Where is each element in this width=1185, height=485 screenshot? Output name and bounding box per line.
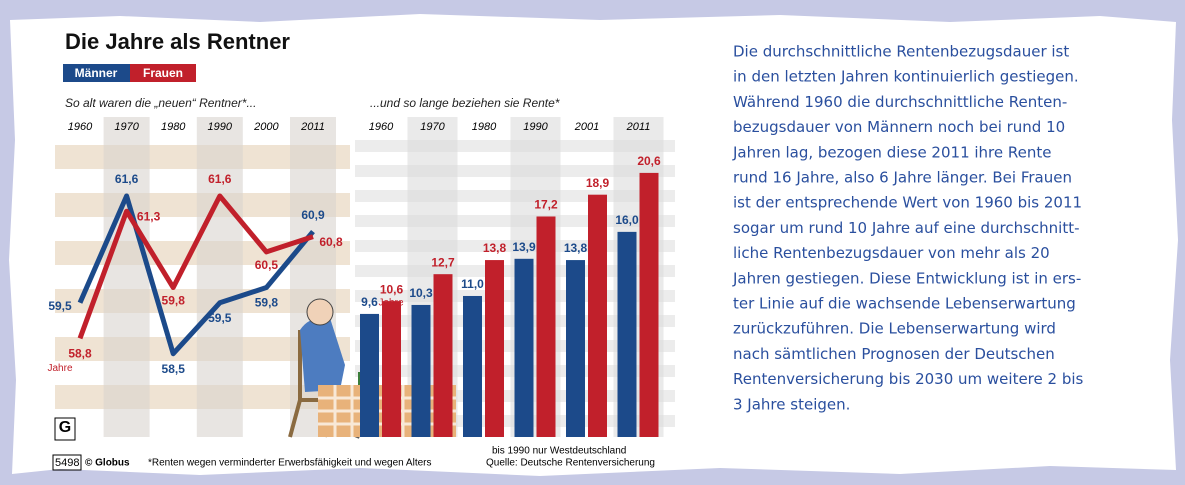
x-tick-label: 2000 <box>253 121 279 133</box>
article-text: Die durchschnittliche Rentenbezugsdauer … <box>732 43 1084 414</box>
x-tick-label: 1960 <box>369 121 394 133</box>
publisher: © Globus <box>85 458 130 469</box>
x-tick-label: 1990 <box>208 121 233 133</box>
x-tick-label: 1970 <box>420 121 445 133</box>
text-line: nach sämtlichen Prognosen der Deutschen <box>733 345 1055 363</box>
bar <box>640 173 659 437</box>
x-tick-label: 1970 <box>114 121 139 133</box>
source: Quelle: Deutsche Rentenversicherung <box>486 458 655 469</box>
logo-letter: G <box>59 419 71 436</box>
screen: Die Jahre als Rentner Männer Frauen So a… <box>0 0 1185 485</box>
text-line: ter Linie auf die wachsende Lebenserwart… <box>733 295 1076 313</box>
text-line: bezugsdauer von Männern noch bei rund 10 <box>733 118 1065 136</box>
data-label: 12,7 <box>431 255 455 269</box>
bar <box>515 259 534 437</box>
data-label: 60,9 <box>301 208 325 222</box>
text-line: in den letzten Jahren kontinuierlich ges… <box>733 68 1079 86</box>
x-tick-label: 2011 <box>300 121 325 133</box>
text-line: Während 1960 die durchschnittliche Rente… <box>733 93 1067 111</box>
text-line: 3 Jahre steigen. <box>733 395 850 413</box>
x-tick-label: 1980 <box>161 121 186 133</box>
text-line: Jahren lag, bezogen diese 2011 ihre Rent… <box>732 143 1051 161</box>
bar <box>618 232 637 437</box>
data-label: 60,5 <box>255 258 279 272</box>
bar <box>382 301 401 437</box>
page: Die Jahre als Rentner Männer Frauen So a… <box>0 0 1185 485</box>
column-band <box>104 117 150 437</box>
text-line: zurückzuführen. Die Lebenserwartung wird <box>733 320 1056 338</box>
data-label: 10,6 <box>380 282 404 296</box>
data-label: 11,0 <box>461 277 484 291</box>
bar <box>412 305 431 437</box>
text-line: Die durchschnittliche Rentenbezugsdauer … <box>733 43 1069 61</box>
bar <box>360 314 379 437</box>
x-tick-label: 1960 <box>68 121 93 133</box>
subtitle: So alt waren die „neuen“ Rentner*... <box>65 96 256 110</box>
bar <box>588 195 607 437</box>
data-label: 20,6 <box>637 154 661 168</box>
legend-label: Männer <box>75 66 118 80</box>
data-label: 10,3 <box>409 286 433 300</box>
text-line: rund 16 Jahre, also 6 Jahre länger. Bei … <box>733 169 1072 187</box>
x-tick-label: 1990 <box>523 121 548 133</box>
graphic-number: 5498 <box>55 457 79 469</box>
data-label: 59,8 <box>255 296 279 310</box>
text-line: sogar um rund 10 Jahre auf eine durchsch… <box>733 219 1080 237</box>
data-label: 18,9 <box>586 176 610 190</box>
data-label: 13,9 <box>512 240 536 254</box>
title: Die Jahre als Rentner <box>65 29 290 54</box>
text-line: Jahren gestiegen. Diese Entwicklung ist … <box>732 269 1081 287</box>
text-line: Rentenversicherung bis 2030 um weitere 2… <box>733 370 1084 388</box>
annotation: Jahre <box>47 363 72 374</box>
data-label: 13,8 <box>483 241 507 255</box>
data-label: 58,8 <box>68 347 92 361</box>
data-label: 58,5 <box>162 362 186 376</box>
data-label: 59,5 <box>208 311 232 325</box>
data-label: 59,8 <box>162 294 186 308</box>
data-label: 59,5 <box>48 299 72 313</box>
bar <box>566 260 585 437</box>
x-tick-label: 1980 <box>472 121 497 133</box>
legend-label: Frauen <box>143 66 183 80</box>
text-line: ist der entsprechende Wert von 1960 bis … <box>733 194 1082 212</box>
bar <box>463 296 482 437</box>
bar <box>434 274 453 437</box>
x-tick-label: 2011 <box>626 121 651 133</box>
footnote: *Renten wegen verminderter Erwerbsfähigk… <box>148 458 432 469</box>
column-band <box>197 117 243 437</box>
data-label: 61,6 <box>208 172 232 186</box>
bar <box>485 260 504 437</box>
annotation: Jahre <box>378 298 403 309</box>
data-label: 61,6 <box>115 172 139 186</box>
data-label: 13,8 <box>564 241 588 255</box>
data-label: 9,6 <box>361 295 378 309</box>
bar <box>537 216 556 437</box>
subtitle: ...und so lange beziehen sie Rente* <box>370 96 560 110</box>
note: bis 1990 nur Westdeutschland <box>492 446 626 457</box>
data-label: 61,3 <box>137 209 161 223</box>
data-label: 16,0 <box>615 213 639 227</box>
text-line: liche Rentenbezugsdauer von mehr als 20 <box>733 244 1050 262</box>
x-tick-label: 2001 <box>574 121 599 133</box>
data-label: 17,2 <box>534 198 558 212</box>
data-label: 60,8 <box>319 235 343 249</box>
